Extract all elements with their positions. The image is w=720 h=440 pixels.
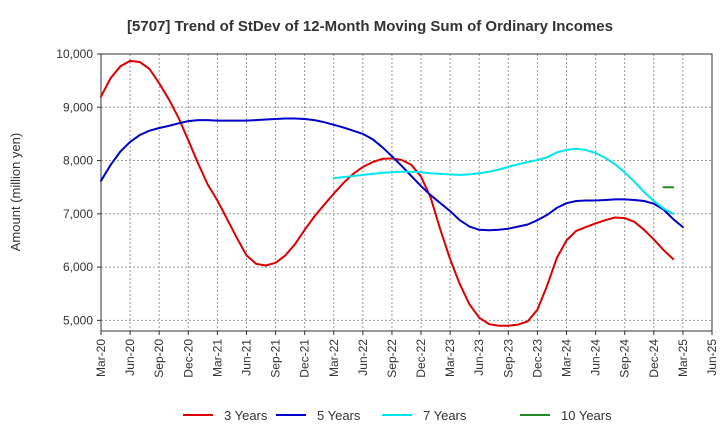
legend: 3 Years 5 Years 7 Years 10 Years (183, 408, 612, 423)
x-tick-label: Dec-20 (181, 339, 195, 378)
plot-area (100, 53, 713, 332)
x-tick-label: Dec-23 (530, 339, 544, 378)
legend-label-10-years: 10 Years (561, 408, 612, 423)
x-tick-label: Mar-20 (94, 339, 108, 377)
y-tick-label: 5,000 (63, 313, 93, 327)
grid (100, 53, 713, 331)
y-tick-label: 6,000 (63, 260, 93, 274)
y-tick-label: 7,000 (63, 207, 93, 221)
x-tick-label: Dec-22 (414, 339, 428, 378)
x-tick-label: Dec-21 (298, 339, 312, 378)
x-tick-label: Sep-24 (618, 339, 632, 378)
x-tick-label: Mar-22 (327, 339, 341, 377)
x-tick-label: Jun-24 (589, 339, 603, 376)
x-tick-label: Jun-25 (705, 339, 719, 376)
x-tick-label: Mar-21 (210, 339, 224, 377)
series-group (100, 59, 684, 327)
y-axis-title: Amount (million yen) (8, 133, 23, 252)
y-tick-label: 8,000 (63, 154, 93, 168)
series-line-7-years (332, 147, 675, 215)
x-tick-label: Jun-22 (356, 339, 370, 376)
x-axis-ticks: Mar-20 Jun-20 Sep-20 Dec-20 Mar-21 Jun-21 Sep-… (94, 331, 719, 378)
chart-title: [5707] Trend of StDev of 12-Month Moving… (127, 18, 613, 35)
y-tick-label: 10,000 (56, 47, 93, 61)
x-tick-label: Mar-24 (560, 339, 574, 377)
series-line-5-years (100, 117, 684, 232)
x-tick-label: Mar-23 (443, 339, 457, 377)
x-tick-label: Sep-23 (501, 339, 515, 378)
x-tick-label: Jun-21 (239, 339, 253, 376)
x-tick-label: Sep-20 (152, 339, 166, 378)
x-tick-label: Jun-20 (123, 339, 137, 376)
series-line-3-years (100, 59, 675, 327)
x-tick-label: Sep-21 (269, 339, 283, 378)
x-tick-label: Dec-24 (647, 339, 661, 378)
legend-label-5-years: 5 Years (317, 408, 361, 423)
x-tick-label: Jun-23 (472, 339, 486, 376)
x-tick-label: Sep-22 (385, 339, 399, 378)
x-tick-label: Mar-25 (676, 339, 690, 377)
y-axis-ticks: 5,000 6,000 7,000 8,000 9,000 10,000 (56, 47, 101, 327)
y-tick-label: 9,000 (63, 100, 93, 114)
legend-label-7-years: 7 Years (423, 408, 467, 423)
legend-label-3-years: 3 Years (224, 408, 268, 423)
